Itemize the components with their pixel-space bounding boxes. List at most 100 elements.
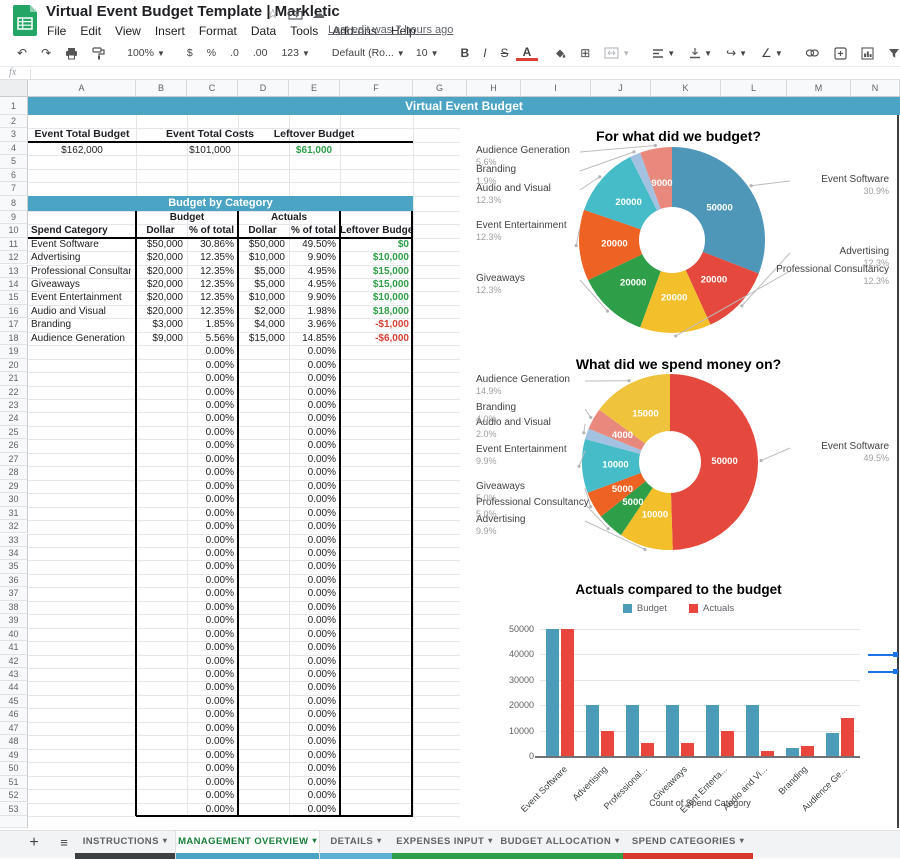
cell-bp[interactable]: 0.00% [189,399,234,412]
menu-tools[interactable]: Tools [283,22,325,40]
column-header-I[interactable]: I [521,80,591,97]
format-percent-button[interactable]: % [200,43,223,63]
cell-bp[interactable]: 0.00% [189,547,234,560]
tab-details[interactable]: DETAILS▾ [320,831,392,859]
cell-bp[interactable]: 0.00% [189,507,234,520]
cell-bp[interactable]: 0.00% [189,480,234,493]
fill-color-icon[interactable] [546,43,573,63]
star-icon[interactable]: ☆ [267,6,279,22]
menu-edit[interactable]: Edit [73,22,108,40]
row-header-52[interactable]: 52 [0,789,28,802]
column-header-L[interactable]: L [721,80,787,97]
cloud-status-icon[interactable]: ☁ [312,6,325,22]
cell-b$[interactable]: $50,000 [138,238,183,251]
row-header-9[interactable]: 9 [0,211,28,224]
row-header-53[interactable]: 53 [0,803,28,816]
row-header-35[interactable]: 35 [0,560,28,573]
cell-cat[interactable]: Giveaways [31,278,131,291]
cell-b$[interactable]: $3,000 [138,318,183,331]
more-formats-button[interactable]: 123▼ [274,43,316,63]
cell-ap[interactable]: 0.00% [291,641,336,654]
row-header-21[interactable]: 21 [0,372,28,385]
row-header-17[interactable]: 17 [0,318,28,331]
cell-bp[interactable]: 0.00% [189,426,234,439]
cell-ap[interactable]: 9.90% [291,251,336,264]
merge-cells-icon[interactable]: ▼ [597,43,637,63]
cell-b$[interactable]: $20,000 [138,251,183,264]
cell-bp[interactable]: 0.00% [189,466,234,479]
row-header-2[interactable]: 2 [0,115,28,128]
undo-icon[interactable]: ↶ [10,43,34,63]
cell-lo[interactable]: -$1,000 [342,318,409,331]
row-header-23[interactable]: 23 [0,399,28,412]
row-header-38[interactable]: 38 [0,601,28,614]
row-header-47[interactable]: 47 [0,722,28,735]
row-header-14[interactable]: 14 [0,278,28,291]
cell-ap[interactable]: 4.95% [291,265,336,278]
cell-b$[interactable]: $20,000 [138,305,183,318]
cell-ap[interactable]: 0.00% [291,776,336,789]
cell-bp[interactable]: 0.00% [189,534,234,547]
strikethrough-button[interactable]: S [494,43,516,63]
cell-a$[interactable]: $50,000 [240,238,285,251]
cell-ap[interactable]: 0.00% [291,453,336,466]
cell-ap[interactable]: 3.96% [291,318,336,331]
column-header-C[interactable]: C [187,80,238,97]
cell-ap[interactable]: 0.00% [291,507,336,520]
cell-cat[interactable]: Professional Consultancy [31,265,131,278]
selection-handle[interactable] [893,652,898,657]
print-icon[interactable] [58,43,85,63]
row-header-50[interactable]: 50 [0,762,28,775]
cell-ap[interactable]: 14.85% [291,332,336,345]
formula-bar[interactable]: fx [0,66,900,80]
cell-cat[interactable]: Audience Generation [31,332,131,345]
cell-ap[interactable]: 0.00% [291,493,336,506]
cell-bp[interactable]: 1.85% [189,318,234,331]
row-header-4[interactable]: 4 [0,142,28,155]
row-header-10[interactable]: 10 [0,224,28,237]
row-header-18[interactable]: 18 [0,332,28,345]
cell-bp[interactable]: 0.00% [189,520,234,533]
cell-lo[interactable]: $10,000 [342,251,409,264]
summary-value[interactable]: $162,000 [28,144,136,157]
paint-format-icon[interactable] [85,43,112,63]
cell-ap[interactable]: 0.00% [291,668,336,681]
row-header-16[interactable]: 16 [0,305,28,318]
insert-link-icon[interactable] [798,43,827,63]
font-size-select[interactable]: 10▼ [409,43,446,63]
row-header-45[interactable]: 45 [0,695,28,708]
cell-bp[interactable]: 0.00% [189,386,234,399]
cell-ap[interactable]: 0.00% [291,749,336,762]
cell-ap[interactable]: 0.00% [291,547,336,560]
row-header-31[interactable]: 31 [0,507,28,520]
text-wrap-icon[interactable]: ↪▼ [719,43,754,63]
column-header-F[interactable]: F [340,80,413,97]
row-header-41[interactable]: 41 [0,641,28,654]
menu-insert[interactable]: Insert [148,22,192,40]
tab-management-overview[interactable]: MANAGEMENT OVERVIEW▾ [175,831,320,859]
insert-comment-icon[interactable] [827,43,854,63]
cell-ap[interactable]: 0.00% [291,439,336,452]
row-header-33[interactable]: 33 [0,534,28,547]
cell-cat[interactable]: Advertising [31,251,131,264]
selection-handle[interactable] [893,669,898,674]
move-folder-icon[interactable] [288,8,303,20]
cell-bp[interactable]: 0.00% [189,655,234,668]
select-all-corner[interactable] [0,80,28,97]
row-header-3[interactable]: 3 [0,128,28,141]
column-header-H[interactable]: H [467,80,521,97]
italic-button[interactable]: I [476,43,493,63]
text-color-button[interactable]: A [516,45,539,61]
cell-cat[interactable]: Event Software [31,238,131,251]
cell-bp[interactable]: 0.00% [189,789,234,802]
row-header-51[interactable]: 51 [0,776,28,789]
row-header-7[interactable]: 7 [0,182,28,195]
row-header-43[interactable]: 43 [0,668,28,681]
cell-bp[interactable]: 12.35% [189,291,234,304]
row-header-28[interactable]: 28 [0,466,28,479]
cell-ap[interactable]: 0.00% [291,762,336,775]
row-header-39[interactable]: 39 [0,614,28,627]
sheets-logo-icon[interactable] [13,5,37,36]
menu-view[interactable]: View [108,22,148,40]
